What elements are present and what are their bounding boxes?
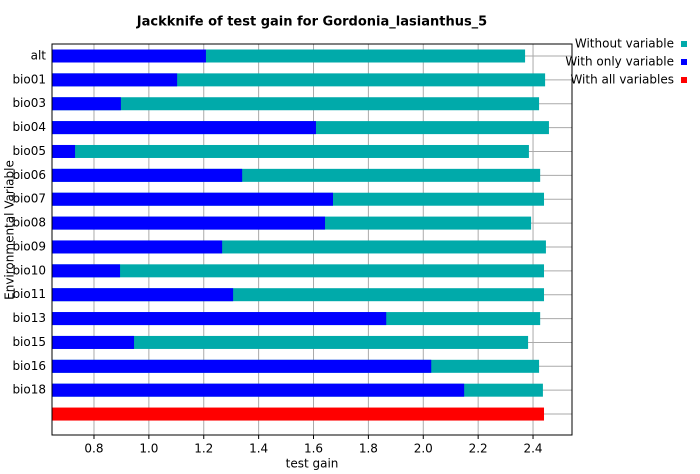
y-tick-label: bio09 [12, 239, 46, 253]
x-tick-label: 2.4 [523, 442, 542, 456]
bar [52, 383, 465, 397]
legend-label: With only variable [565, 55, 674, 69]
y-tick-label: alt [31, 49, 47, 63]
bar [52, 240, 223, 254]
bar [52, 73, 178, 87]
y-tick-label: bio15 [12, 335, 46, 349]
x-tick-label: 1.8 [359, 442, 378, 456]
y-tick-label: bio13 [12, 311, 46, 325]
y-tick-label: bio06 [12, 168, 46, 182]
bar [52, 335, 529, 349]
x-axis-label: test gain [286, 457, 339, 471]
y-tick-label: bio11 [12, 287, 46, 301]
chart-title: Jackknife of test gain for Gordonia_lasi… [136, 15, 487, 30]
bar [52, 121, 316, 135]
bar [52, 264, 545, 278]
x-tick-label: 0.8 [84, 442, 103, 456]
bar [52, 49, 206, 63]
x-tick-label: 1.2 [194, 442, 213, 456]
bar [52, 216, 326, 230]
legend-label: Without variable [575, 37, 674, 51]
legend-label: With all variables [570, 73, 674, 87]
y-tick-label: bio16 [12, 359, 46, 373]
y-tick-label: bio18 [12, 383, 46, 397]
legend-swatch [681, 41, 687, 47]
y-tick-label: bio01 [12, 72, 46, 86]
bar [52, 144, 529, 158]
plot-border [51, 43, 573, 436]
bar [52, 407, 545, 421]
bar [52, 144, 76, 158]
bar [52, 312, 387, 326]
x-tick-label: 1.0 [139, 442, 158, 456]
bar [52, 192, 333, 206]
y-tick-label: bio05 [12, 144, 46, 158]
y-tick-label: bio04 [12, 120, 46, 134]
y-axis-label: Environmental Variable [3, 160, 17, 300]
bar [52, 97, 121, 111]
bar [52, 168, 243, 182]
x-tick-label: 2.2 [469, 442, 488, 456]
bar [52, 335, 135, 349]
x-tick-label: 1.6 [304, 442, 323, 456]
legend-swatch [681, 77, 687, 83]
legend-swatch [681, 59, 687, 65]
bar [52, 288, 234, 302]
y-tick-label: bio08 [12, 216, 46, 230]
bar [52, 359, 432, 373]
x-tick-label: 2.0 [414, 442, 433, 456]
bar [52, 97, 540, 111]
y-tick-label: bio10 [12, 263, 46, 277]
y-tick-label: bio07 [12, 192, 46, 206]
y-tick-label: bio03 [12, 96, 46, 110]
bar [52, 264, 121, 278]
x-tick-label: 1.4 [249, 442, 268, 456]
